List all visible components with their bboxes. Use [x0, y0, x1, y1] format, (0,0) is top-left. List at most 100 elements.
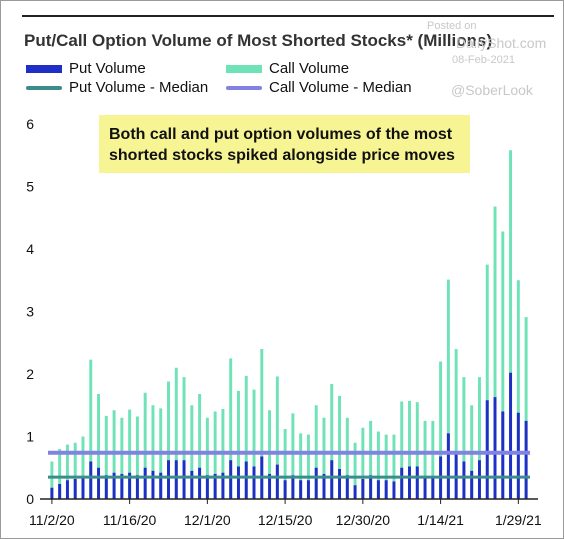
put-volume-bar: [112, 472, 116, 499]
annotation-callout: Both call and put option volumes of the …: [99, 115, 470, 173]
put-volume-bar: [50, 487, 54, 499]
call-volume-bar: [322, 417, 326, 499]
x-tick-label: 12/15/20: [258, 512, 313, 528]
put-volume-bar: [236, 466, 240, 499]
put-volume-bar: [376, 480, 380, 499]
call-volume-bar: [306, 434, 310, 499]
put-volume-bar: [283, 480, 287, 499]
put-volume-bar: [213, 474, 217, 499]
put-volume-bar: [104, 475, 108, 499]
call-volume-bar: [361, 427, 365, 499]
call-volume-bar: [143, 392, 147, 499]
put-volume-bar: [182, 460, 186, 499]
call-volume-bar: [376, 431, 380, 499]
call-volume-bar: [182, 377, 186, 499]
watermark-date: 08-Feb-2021: [452, 54, 515, 66]
call-volume-bar: [415, 402, 419, 499]
call-volume-bar: [58, 449, 62, 499]
call-volume-bar: [485, 264, 489, 499]
watermark-handle: @SoberLook: [451, 82, 533, 98]
x-tick-label: 12/1/20: [184, 512, 231, 528]
call-volume-bar: [299, 433, 303, 499]
call-volume-bar: [198, 394, 202, 499]
call-volume-bar: [516, 280, 520, 499]
put-volume-bar: [493, 397, 497, 499]
x-tick-label: 11/2/20: [29, 512, 75, 528]
call-volume-bar: [400, 401, 404, 499]
call-volume-bar: [423, 420, 427, 499]
y-tick-label: 1: [26, 429, 34, 445]
call-volume-bar: [439, 361, 443, 499]
x-tick-label: 12/30/20: [336, 512, 391, 528]
x-tick-label: 11/16/20: [103, 512, 157, 528]
put-volume-bar: [392, 481, 396, 499]
put-volume-bar: [89, 461, 93, 499]
call-volume-bar: [353, 442, 357, 499]
legend-call-volume-label: Call Volume: [269, 60, 350, 77]
put-volume-bar: [190, 470, 194, 499]
call-volume-bar: [236, 390, 240, 499]
put-volume-bar: [159, 472, 163, 499]
put-volume-bar: [143, 467, 147, 499]
chart-title: Put/Call Option Volume of Most Shorted S…: [24, 31, 493, 50]
put-volume-bar: [345, 475, 349, 499]
put-volume-bar: [408, 466, 411, 499]
put-volume-bar: [58, 484, 62, 499]
call-volume-bar: [213, 411, 217, 499]
call-volume-bar: [454, 349, 458, 499]
put-volume-bar: [353, 485, 357, 499]
call-volume-bar: [338, 395, 342, 499]
legend-put-volume: Put Volume: [26, 60, 146, 77]
put-volume-bar: [174, 460, 178, 499]
put-volume-bar: [470, 470, 474, 499]
call-volume-bar: [392, 434, 396, 499]
put-volume-bar: [128, 472, 132, 499]
put-volume-bar: [97, 467, 101, 499]
put-volume-bar: [485, 400, 489, 499]
put-volume-bar: [415, 466, 419, 499]
call-volume-bar: [104, 415, 108, 499]
put-volume-bar: [252, 466, 256, 499]
annotation-text: Both call and put option volumes of the …: [109, 124, 455, 166]
call-volume-bar: [73, 442, 77, 499]
call-volume-bar: [462, 377, 466, 499]
call-volume-bar: [291, 413, 295, 499]
put-volume-bar: [462, 461, 466, 499]
call-volume-bar: [260, 349, 264, 499]
y-tick-label: 4: [26, 241, 34, 257]
call-median-swatch: [226, 85, 262, 90]
call-volume-bar: [167, 381, 170, 499]
call-volume-bar: [369, 420, 373, 499]
call-volume-bar: [408, 400, 411, 499]
put-volume-bar: [221, 472, 225, 499]
put-volume-bar: [516, 412, 520, 499]
put-volume-bar: [244, 461, 248, 499]
call-volume-bar: [135, 416, 139, 499]
put-volume-bar: [501, 411, 505, 499]
put-volume-bar: [167, 460, 170, 499]
put-volume-bar: [205, 475, 209, 499]
put-volume-swatch: [26, 64, 62, 73]
call-volume-bar: [345, 417, 349, 499]
put-volume-bar: [384, 480, 388, 499]
call-volume-bar: [509, 150, 513, 499]
put-volume-bar: [322, 474, 326, 499]
annotation-line-2: shorted stocks spiked alongside price mo…: [109, 147, 455, 164]
call-volume-bar: [205, 417, 209, 499]
put-volume-bar: [423, 477, 427, 499]
call-volume-bar: [477, 377, 481, 499]
put-volume-bar: [198, 467, 202, 499]
put-volume-bar: [275, 464, 279, 499]
y-tick-label: 3: [26, 304, 34, 320]
legend-call-median-label: Call Volume - Median: [269, 79, 412, 96]
annotation-line-1: Both call and put option volumes of the …: [109, 126, 453, 143]
legend-put-median: Put Volume - Median: [26, 79, 208, 96]
watermark-site: DailyShot.com: [456, 35, 547, 51]
legend-call-volume: Call Volume: [226, 60, 349, 77]
x-tick-label: 1/14/21: [417, 512, 464, 528]
y-tick-label: 5: [26, 179, 34, 195]
call-volume-bar: [81, 436, 85, 499]
put-volume-bar: [431, 477, 435, 499]
call-volume-bar: [252, 389, 256, 499]
call-volume-bar: [431, 420, 435, 499]
